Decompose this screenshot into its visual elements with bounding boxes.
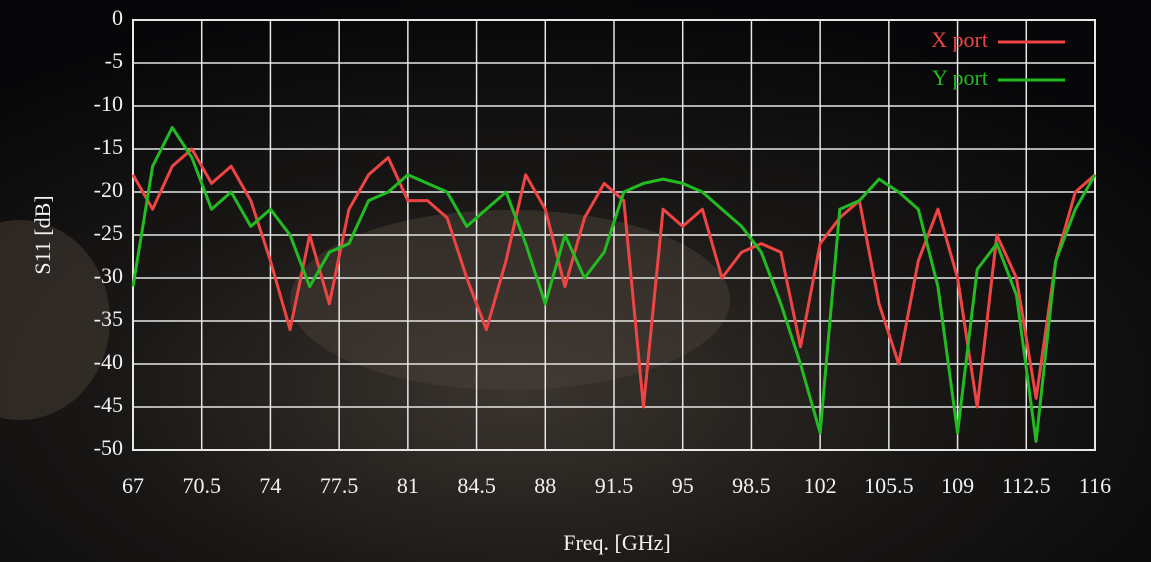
x-tick-label: 109	[941, 473, 974, 498]
y-tick-label: -5	[105, 48, 123, 73]
y-tick-label: -40	[94, 349, 123, 374]
y-tick-label: 0	[112, 5, 123, 30]
y-tick-label: -35	[94, 306, 123, 331]
y-tick-label: -30	[94, 263, 123, 288]
y-tick-label: -10	[94, 91, 123, 116]
x-tick-label: 116	[1079, 473, 1111, 498]
x-axis-label: Freq. [GHz]	[563, 530, 671, 555]
y-tick-label: -45	[94, 392, 123, 417]
y-tick-label: -50	[94, 435, 123, 460]
x-tick-label: 91.5	[595, 473, 634, 498]
x-tick-label: 88	[534, 473, 556, 498]
x-tick-label: 74	[259, 473, 281, 498]
antenna-dish	[0, 220, 110, 420]
x-tick-label: 70.5	[182, 473, 221, 498]
series-line	[131, 147, 1096, 409]
x-tick-label: 81	[397, 473, 419, 498]
antenna-dish	[290, 210, 730, 390]
x-tick-label: 84.5	[457, 473, 496, 498]
x-tick-label: 77.5	[320, 473, 359, 498]
x-tick-label: 98.5	[732, 473, 771, 498]
y-axis-label: S11 [dB]	[30, 195, 55, 274]
x-tick-label: 105.5	[864, 473, 914, 498]
y-tick-label: -15	[94, 134, 123, 159]
x-tick-label: 112.5	[1002, 473, 1051, 498]
legend-label: X port	[931, 27, 988, 52]
x-tick-label: 95	[672, 473, 694, 498]
x-tick-label: 67	[122, 473, 144, 498]
x-tick-label: 102	[804, 473, 837, 498]
y-tick-label: -25	[94, 220, 123, 245]
series-line	[131, 126, 1097, 443]
y-tick-label: -20	[94, 177, 123, 202]
legend-label: Y port	[932, 65, 988, 90]
